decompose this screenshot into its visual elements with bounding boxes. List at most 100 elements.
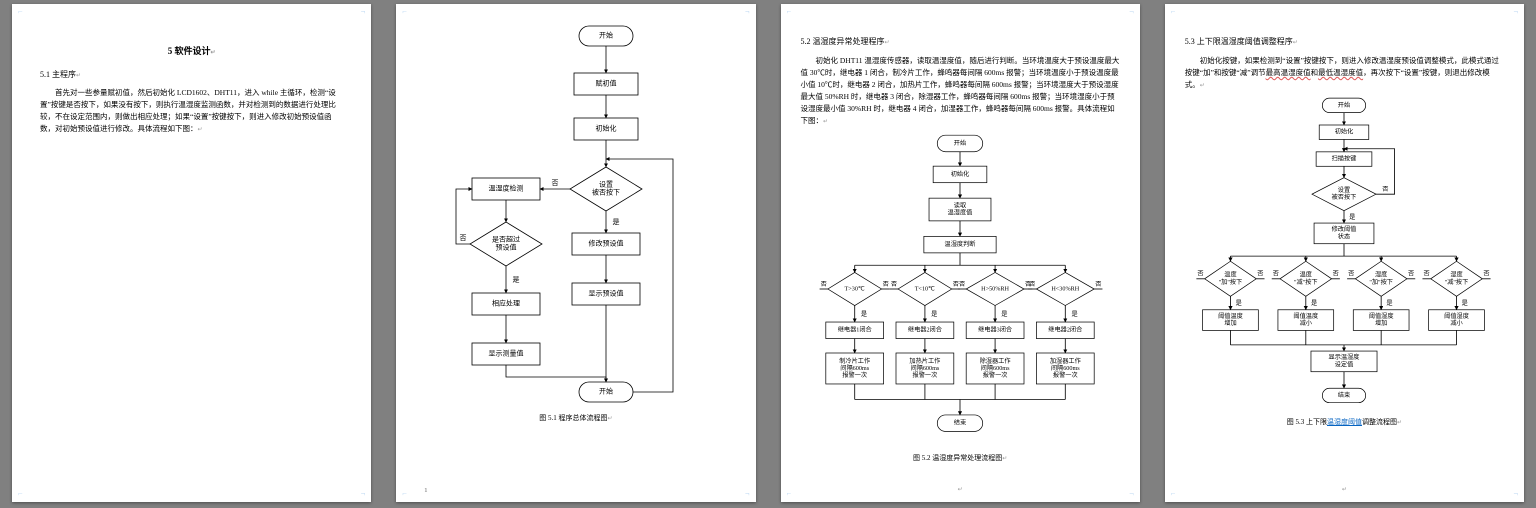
flowchart-5-3: 开始初始化扫描按键设置被否按下修改阈值状态温度"加"按下温度"减"按下湿度"加"… <box>1189 93 1499 413</box>
crop-mark: ¬ <box>361 490 366 498</box>
svg-text:是: 是 <box>1350 214 1356 221</box>
crop-mark: ⌐ <box>402 8 407 16</box>
svg-text:赋初值: 赋初值 <box>595 79 616 88</box>
svg-text:温湿度值: 温湿度值 <box>948 209 973 217</box>
svg-text:设定值: 设定值 <box>1335 361 1354 369</box>
svg-text:否: 否 <box>891 281 897 288</box>
svg-text:否: 否 <box>821 281 827 288</box>
page-shelf: ⌐ ¬ ⌐ ¬ 5 软件设计↵ 5.1 主程序↵ 首先对一些参量赋初值，然后初始… <box>0 0 1536 508</box>
svg-text:"减"按下: "减"按下 <box>1294 278 1318 286</box>
svg-text:结束: 结束 <box>1338 391 1350 399</box>
page-1: ⌐ ¬ ⌐ ¬ 5 软件设计↵ 5.1 主程序↵ 首先对一些参量赋初值，然后初始… <box>12 4 371 502</box>
svg-text:H>50%RH: H>50%RH <box>981 286 1009 293</box>
svg-text:相应处理: 相应处理 <box>492 299 520 308</box>
svg-text:否: 否 <box>1095 281 1101 288</box>
svg-text:显示温湿度: 显示温湿度 <box>1329 354 1360 362</box>
svg-text:增加: 增加 <box>1225 319 1237 327</box>
svg-text:是: 是 <box>1387 301 1393 308</box>
crop-mark: ¬ <box>1513 8 1518 16</box>
svg-text:继电器2闭合: 继电器2闭合 <box>908 326 942 334</box>
svg-text:"减"按下: "减"按下 <box>1445 278 1469 286</box>
svg-text:是: 是 <box>1236 301 1242 308</box>
svg-text:减小: 减小 <box>1451 319 1464 327</box>
svg-text:否: 否 <box>1424 271 1430 278</box>
svg-text:否: 否 <box>959 281 965 288</box>
crop-mark: ⌐ <box>787 490 792 498</box>
svg-text:开始: 开始 <box>1338 101 1350 109</box>
crop-mark: ⌐ <box>787 8 792 16</box>
crop-mark: ¬ <box>745 490 750 498</box>
svg-text:继电器3闭合: 继电器3闭合 <box>978 326 1012 334</box>
svg-text:状态: 状态 <box>1338 233 1350 241</box>
svg-text:阈值湿度: 阈值湿度 <box>1369 312 1394 320</box>
crop-mark: ⌐ <box>18 490 23 498</box>
svg-text:否: 否 <box>883 281 889 288</box>
svg-text:否: 否 <box>1198 271 1204 278</box>
svg-text:除湿器工作: 除湿器工作 <box>980 357 1011 365</box>
figure-caption: 图 5.2 温湿度异常处理流程图↵ <box>801 453 1120 465</box>
svg-text:否: 否 <box>1383 186 1389 193</box>
svg-text:减小: 减小 <box>1300 319 1313 327</box>
svg-text:H<30%RH: H<30%RH <box>1051 286 1079 293</box>
page-2: ⌐ ¬ ⌐ ¬ 开始赋初值初始化设置被否按下温湿度检测修改预设值是否超过预设值显… <box>396 4 755 502</box>
svg-text:否: 否 <box>1333 271 1339 278</box>
flowchart-5-2: 开始初始化读取温湿度值温湿度判断T>30℃T<10℃H>50%RHH<30%RH… <box>805 129 1115 449</box>
svg-text:"加"按下: "加"按下 <box>1370 278 1394 286</box>
svg-text:开始: 开始 <box>599 31 613 40</box>
page-footer-mark: ↵ <box>1342 485 1347 496</box>
svg-text:是: 是 <box>1462 301 1468 308</box>
svg-text:扫描按键: 扫描按键 <box>1332 155 1357 163</box>
page-3: ⌐ ¬ ⌐ ¬ 5.2 温湿度异常处理程序↵ 初始化 DHT11 温湿度传感器，… <box>781 4 1140 502</box>
svg-text:显示预设值: 显示预设值 <box>588 289 623 298</box>
svg-text:"加"按下: "加"按下 <box>1219 278 1243 286</box>
svg-text:继电器2闭合: 继电器2闭合 <box>1048 326 1082 334</box>
svg-text:是: 是 <box>931 311 937 318</box>
svg-text:初始化: 初始化 <box>951 170 970 178</box>
crop-mark: ⌐ <box>402 490 407 498</box>
svg-text:读取: 读取 <box>954 202 966 210</box>
svg-text:间隔600ms: 间隔600ms <box>981 364 1010 372</box>
svg-text:否: 否 <box>1029 281 1035 288</box>
crop-mark: ⌐ <box>1171 8 1176 16</box>
svg-text:是: 是 <box>612 218 619 226</box>
subsection-heading: 5.2 温湿度异常处理程序↵ <box>801 36 1120 49</box>
svg-text:温湿度检测: 温湿度检测 <box>488 184 523 193</box>
svg-text:开始: 开始 <box>599 387 613 396</box>
svg-text:显示测量值: 显示测量值 <box>488 349 523 358</box>
svg-text:初始化: 初始化 <box>1335 128 1354 136</box>
svg-text:T<10℃: T<10℃ <box>915 286 935 293</box>
svg-text:湿度: 湿度 <box>1375 271 1387 279</box>
crop-mark: ⌐ <box>18 8 23 16</box>
svg-text:否: 否 <box>459 234 466 242</box>
svg-text:间隔600ms: 间隔600ms <box>911 364 940 372</box>
svg-text:否: 否 <box>1349 271 1355 278</box>
svg-text:否: 否 <box>1258 271 1264 278</box>
crop-mark: ¬ <box>361 8 366 16</box>
subsection-heading: 5.1 主程序↵ <box>40 69 343 82</box>
svg-text:是: 是 <box>861 311 867 318</box>
svg-text:设置: 设置 <box>599 180 613 189</box>
body-paragraph: 初始化按键，如果检测到“设置”按键按下，则进入修改温湿度预设值调整模式，此模式通… <box>1185 55 1504 92</box>
svg-text:设置: 设置 <box>1338 186 1350 194</box>
section-heading: 5 软件设计↵ <box>40 44 343 59</box>
svg-text:阈值温度: 阈值温度 <box>1294 312 1319 320</box>
svg-text:湿度: 湿度 <box>1451 271 1463 279</box>
subsection-heading: 5.3 上下限温湿度阈值调整程序↵ <box>1185 36 1504 49</box>
svg-text:T>30℃: T>30℃ <box>845 286 865 293</box>
svg-text:阈值湿度: 阈值湿度 <box>1445 312 1470 320</box>
svg-text:温湿度判断: 温湿度判断 <box>945 240 976 248</box>
svg-text:否: 否 <box>1408 271 1414 278</box>
svg-text:修改阈值: 修改阈值 <box>1332 226 1357 234</box>
crop-mark: ¬ <box>1513 490 1518 498</box>
svg-text:温度: 温度 <box>1225 271 1237 279</box>
crop-mark: ¬ <box>1129 8 1134 16</box>
svg-text:否: 否 <box>551 179 558 187</box>
svg-text:是: 是 <box>1001 311 1007 318</box>
svg-text:加湿器工作: 加湿器工作 <box>1050 357 1081 365</box>
svg-text:间隔600ms: 间隔600ms <box>840 364 869 372</box>
svg-text:被否按下: 被否按下 <box>592 188 620 197</box>
svg-text:是: 是 <box>1311 301 1317 308</box>
body-paragraph: 初始化 DHT11 温湿度传感器，读取温湿度值，随后进行判断。当环境温度大于预设… <box>801 55 1120 128</box>
svg-text:预设值: 预设值 <box>495 243 516 252</box>
svg-text:被否按下: 被否按下 <box>1332 194 1357 202</box>
